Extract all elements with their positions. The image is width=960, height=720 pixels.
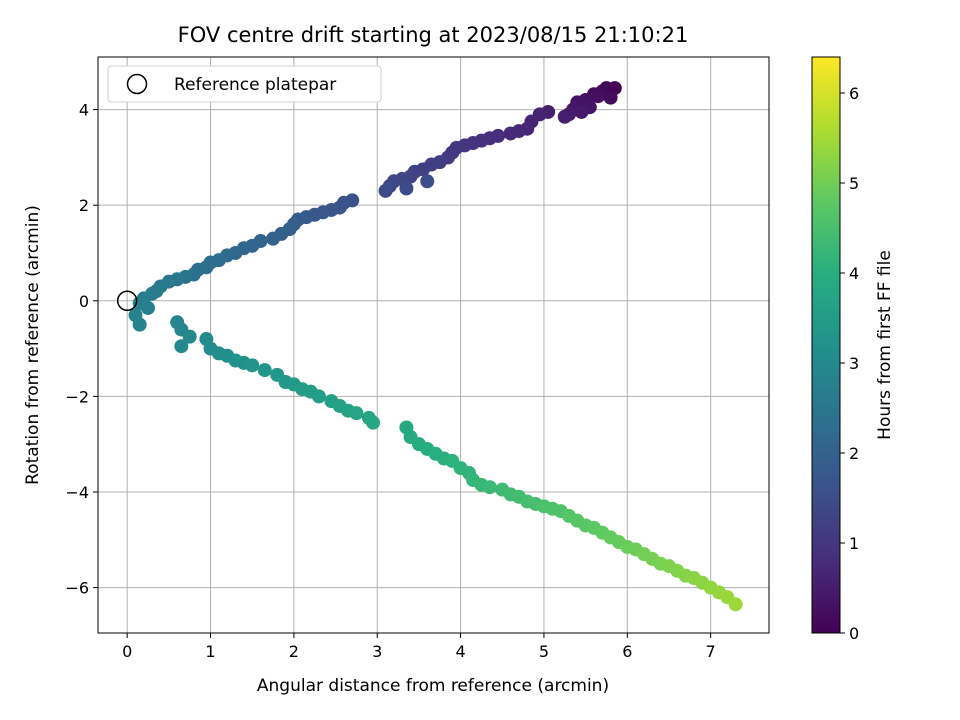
- x-tick-label: 2: [289, 642, 299, 661]
- data-point: [311, 389, 326, 404]
- chart-title: FOV centre drift starting at 2023/08/15 …: [178, 23, 689, 47]
- data-point: [366, 415, 381, 430]
- colorbar-tick-label: 5: [849, 174, 859, 193]
- x-tick-label: 6: [622, 642, 632, 661]
- y-tick-label: 4: [79, 101, 89, 120]
- y-tick-label: 2: [79, 196, 89, 215]
- data-point: [141, 300, 156, 315]
- data-point: [174, 339, 189, 354]
- reference-point-marker: [116, 290, 138, 312]
- x-axis-label: Angular distance from reference (arcmin): [257, 676, 609, 696]
- x-axis-ticks: 0 1 2 3 4 5 6 7: [122, 633, 716, 661]
- colorbar-label: Hours from first FF file: [875, 250, 895, 440]
- data-point: [245, 358, 260, 373]
- colorbar-tick-label: 2: [849, 444, 859, 463]
- colorbar-ticks: 0 1 2 3 4 5 6: [840, 84, 859, 643]
- data-point: [349, 406, 364, 421]
- y-tick-label: −6: [65, 579, 89, 598]
- y-tick-label: 0: [79, 292, 89, 311]
- colorbar-tick-label: 3: [849, 354, 859, 373]
- colorbar: 0 1 2 3 4 5 6 Hours from first FF file: [811, 56, 895, 643]
- data-point: [378, 183, 393, 198]
- plot-area: 0 1 2 3 4 5 6 7 −6 −4 −2 0 2 4: [65, 56, 770, 661]
- data-point: [182, 329, 197, 344]
- legend: Reference platepar: [107, 65, 382, 103]
- x-tick-label: 4: [455, 642, 465, 661]
- data-point: [728, 597, 743, 612]
- data-point: [420, 174, 435, 189]
- colorbar-gradient: [811, 56, 841, 634]
- data-point: [574, 104, 589, 119]
- data-point: [503, 126, 518, 141]
- data-point: [257, 363, 272, 378]
- y-axis-label: Rotation from reference (arcmin): [23, 205, 43, 485]
- scatter-points: [128, 81, 743, 612]
- x-tick-label: 5: [539, 642, 549, 661]
- x-tick-label: 3: [372, 642, 382, 661]
- data-point: [266, 231, 281, 246]
- colorbar-tick-label: 4: [849, 264, 859, 283]
- data-point: [132, 317, 147, 332]
- data-point: [557, 109, 572, 124]
- plot-frame: [97, 56, 770, 634]
- legend-marker-icon: [126, 73, 148, 95]
- colorbar-tick-label: 0: [849, 624, 859, 643]
- data-point: [591, 89, 606, 104]
- grid-lines: [98, 57, 769, 633]
- legend-box: [107, 65, 382, 103]
- reference-marker: [116, 290, 138, 312]
- y-tick-label: −4: [65, 483, 89, 502]
- data-point: [603, 90, 618, 105]
- x-tick-label: 0: [122, 642, 132, 661]
- colorbar-tick-label: 1: [849, 534, 859, 553]
- y-axis-ticks: −6 −4 −2 0 2 4: [65, 101, 98, 598]
- colorbar-tick-label: 6: [849, 84, 859, 103]
- y-tick-label: −2: [65, 387, 89, 406]
- data-point: [399, 181, 414, 196]
- data-point: [482, 480, 497, 495]
- x-tick-label: 1: [205, 642, 215, 661]
- legend-label: Reference platepar: [174, 75, 336, 95]
- x-tick-label: 7: [706, 642, 716, 661]
